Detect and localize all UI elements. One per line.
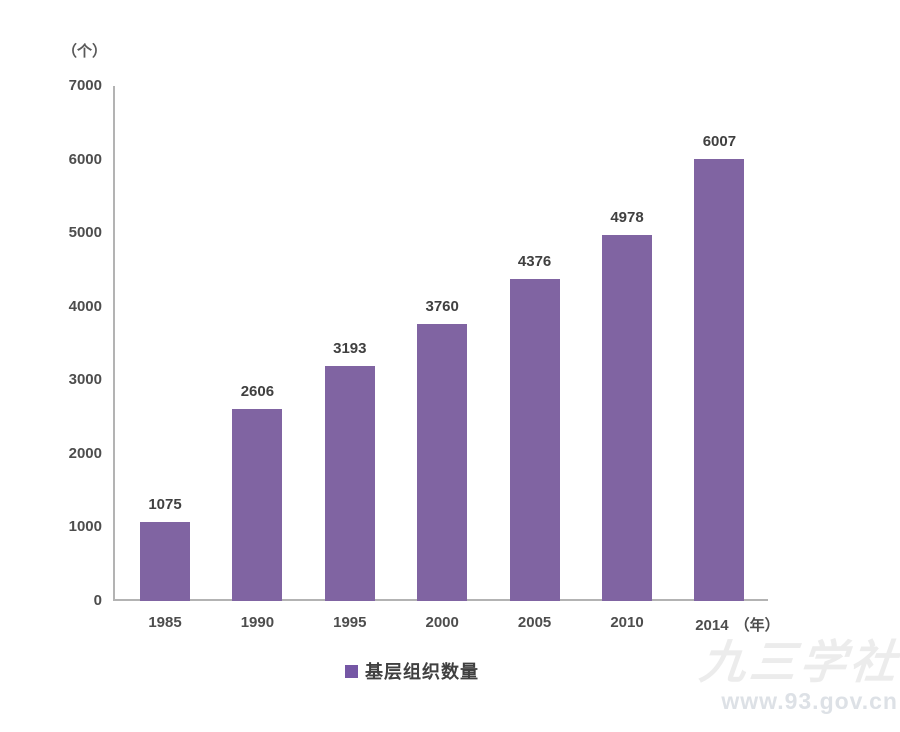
bar bbox=[509, 279, 560, 601]
bar-value-label: 4978 bbox=[610, 208, 644, 226]
y-axis-unit-label: （个） bbox=[62, 43, 108, 60]
y-tick-label: 5000 bbox=[68, 224, 102, 242]
y-tick-label: 1000 bbox=[68, 518, 102, 536]
bar bbox=[140, 521, 190, 601]
x-axis-unit: （年） bbox=[734, 617, 780, 634]
bar bbox=[602, 234, 652, 601]
x-tick-label: 2010 bbox=[610, 614, 644, 631]
bar-value-label: 4376 bbox=[517, 253, 552, 271]
y-tick-label: 0 bbox=[93, 592, 102, 609]
y-tick-label: 7000 bbox=[68, 77, 102, 94]
y-tick-label: 2000 bbox=[68, 444, 102, 462]
y-tick-label: 3000 bbox=[68, 371, 102, 389]
bar-value-label: 1075 bbox=[148, 495, 182, 513]
y-tick-label: 6000 bbox=[68, 150, 102, 168]
y-tick-label: 4000 bbox=[68, 297, 102, 315]
bar-value-label: 3760 bbox=[425, 298, 459, 316]
watermark-logo-text: 九三学社 bbox=[697, 635, 900, 689]
legend-marker-icon bbox=[345, 664, 358, 678]
x-tick-label: 2005 bbox=[517, 614, 552, 631]
bar-value-label: 2606 bbox=[240, 383, 275, 401]
legend: 基层组织数量 bbox=[345, 658, 479, 684]
bar bbox=[694, 159, 745, 601]
bar-value-label: 6007 bbox=[702, 133, 737, 151]
bar bbox=[324, 366, 375, 601]
bar-value-label: 3193 bbox=[333, 340, 367, 358]
bar bbox=[232, 409, 283, 601]
watermark: 九三学社 www.93.gov.cn bbox=[670, 632, 900, 715]
watermark-url: www.93.gov.cn bbox=[721, 688, 898, 714]
x-tick-label: 2000 bbox=[425, 614, 459, 631]
x-tick-label: 2014 （年） bbox=[695, 617, 780, 634]
x-tick-label: 1985 bbox=[148, 614, 182, 631]
bar bbox=[417, 324, 468, 601]
legend-label: 基层组织数量 bbox=[365, 662, 479, 682]
x-tick-label: 1990 bbox=[240, 614, 275, 631]
x-tick-label: 1995 bbox=[333, 614, 367, 631]
